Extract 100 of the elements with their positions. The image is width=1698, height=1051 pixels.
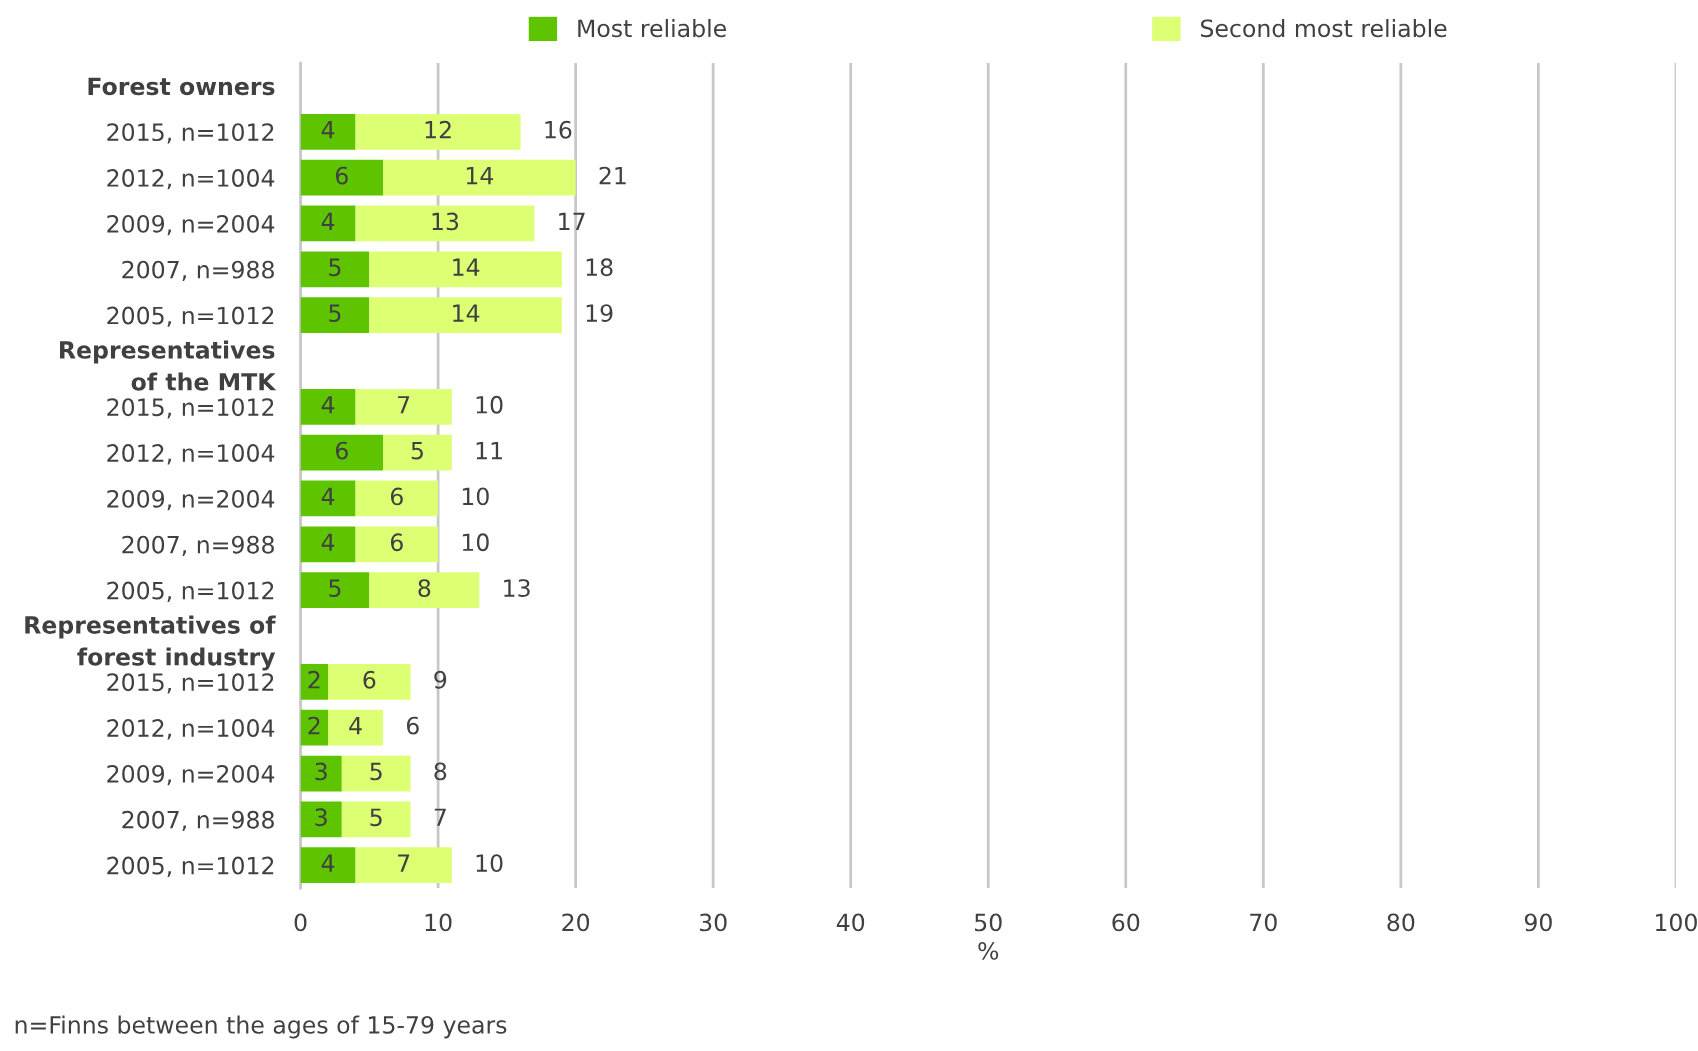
bar <box>341 801 411 838</box>
data-label: 14 <box>453 304 480 322</box>
total-label: 10 <box>462 487 489 506</box>
bar <box>383 159 576 196</box>
y-tick-label: 2012, n=1004 <box>107 169 275 190</box>
y-tick-label: 2005, n=1012 <box>107 856 274 877</box>
bar <box>300 434 384 471</box>
data-label: 4 <box>321 396 335 414</box>
bar <box>300 388 356 425</box>
bar <box>300 205 356 242</box>
data-label: 5 <box>411 441 423 460</box>
y-tick-label: 2007, n=988 <box>122 810 274 832</box>
legend-label: Most reliable <box>578 18 726 38</box>
x-tick-label: 70 <box>1250 913 1277 932</box>
y-tick-label: 2015, n=1012 <box>107 123 274 144</box>
y-tick-label: 2009, n=2004 <box>107 489 275 511</box>
x-tick-label: 20 <box>562 913 590 932</box>
data-label: 2 <box>308 670 320 689</box>
bar <box>300 572 370 609</box>
data-label: 5 <box>370 762 382 781</box>
total-label: 8 <box>434 762 447 781</box>
x-tick-label: 50 <box>975 913 1002 932</box>
y-tick-label: 2015, n=1012 <box>107 673 274 694</box>
total-label: 19 <box>586 304 613 322</box>
data-label: 6 <box>390 533 403 552</box>
bar <box>355 847 452 884</box>
bar <box>328 663 411 700</box>
data-label: 4 <box>321 121 335 139</box>
bar <box>341 755 411 792</box>
data-label: 5 <box>329 579 341 598</box>
bar <box>369 251 562 288</box>
y-tick-label: Forest owners <box>88 77 275 96</box>
bar <box>355 526 439 563</box>
total-label: 10 <box>476 854 503 873</box>
y-tick-label: 2005, n=1012 <box>107 306 274 327</box>
bar <box>300 847 356 884</box>
bar <box>355 205 535 242</box>
total-label: 10 <box>462 533 489 552</box>
total-label: 21 <box>599 166 626 185</box>
x-tick-label: 90 <box>1524 913 1552 932</box>
total-label: 6 <box>406 716 419 735</box>
data-label: 14 <box>466 166 494 185</box>
bar <box>300 251 370 288</box>
data-label: 5 <box>370 808 382 827</box>
x-tick-label: 30 <box>699 913 727 932</box>
total-label: 11 <box>476 441 502 460</box>
bar <box>369 297 562 334</box>
total-label: 7 <box>434 808 446 826</box>
data-label: 4 <box>321 487 335 506</box>
bar <box>355 388 452 425</box>
x-tick-label: 80 <box>1387 913 1415 932</box>
data-label: 6 <box>335 166 348 185</box>
bar <box>300 297 370 334</box>
bar <box>300 801 342 838</box>
y-tick-label: 2007, n=988 <box>122 260 274 282</box>
bar <box>328 709 384 746</box>
bar <box>383 434 452 471</box>
data-label: 3 <box>315 762 327 781</box>
bar <box>300 480 356 517</box>
bar <box>369 572 480 609</box>
total-label: 18 <box>586 258 613 277</box>
data-label: 7 <box>398 396 410 414</box>
bar <box>300 709 329 746</box>
data-label: 4 <box>349 716 362 735</box>
data-label: 4 <box>321 854 335 872</box>
bar <box>300 755 342 792</box>
x-tick-label: 10 <box>425 913 452 932</box>
data-label: 12 <box>425 120 451 139</box>
bar <box>300 113 356 150</box>
data-label: 5 <box>329 304 341 322</box>
x-tick-label: 100 <box>1655 913 1697 932</box>
total-label: 17 <box>559 212 585 230</box>
data-label: 2 <box>308 716 320 735</box>
y-tick-label: 2007, n=988 <box>122 535 274 557</box>
y-tick-label: 2009, n=2004 <box>107 214 275 236</box>
x-tick-label: 0 <box>294 913 307 932</box>
bar <box>300 159 384 196</box>
data-label: 13 <box>432 212 459 231</box>
y-tick-label: Representatives of forest industry <box>25 615 276 671</box>
data-label: 6 <box>363 670 376 689</box>
text: n=Finns between the ages of 15-79 years <box>15 1015 507 1039</box>
y-tick-label: 2012, n=1004 <box>107 444 275 465</box>
data-label: 4 <box>321 212 335 230</box>
data-label: 8 <box>418 579 431 598</box>
y-tick-label: 2015, n=1012 <box>107 398 274 419</box>
total-label: 10 <box>476 395 503 414</box>
x-tick-label: 60 <box>1112 913 1140 932</box>
data-label: 14 <box>453 258 480 276</box>
total-label: 16 <box>545 120 572 139</box>
data-label: 5 <box>329 258 341 277</box>
y-tick-label: 2005, n=1012 <box>107 581 274 602</box>
y-tick-label: Representatives of the MTK <box>60 340 277 391</box>
data-label: 6 <box>390 487 403 506</box>
bar <box>355 113 521 150</box>
total-label: 13 <box>504 579 530 598</box>
x-tick-label: 40 <box>836 913 865 932</box>
y-tick-label: 2009, n=2004 <box>107 764 275 786</box>
data-label: 4 <box>321 533 335 551</box>
data-label: 7 <box>398 854 410 872</box>
bar <box>300 526 356 563</box>
